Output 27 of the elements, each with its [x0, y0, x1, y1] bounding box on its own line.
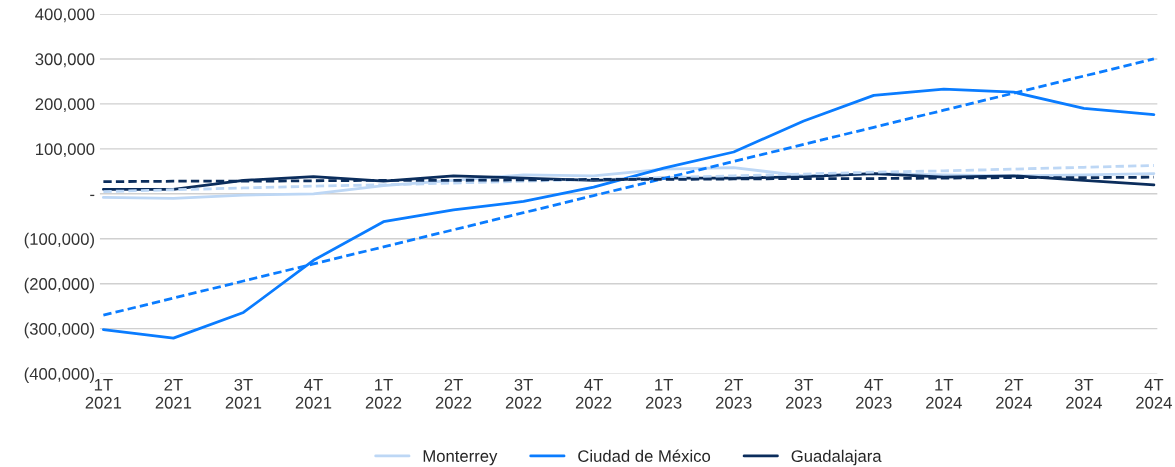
- x-tick-label: 3T 2021: [225, 378, 262, 409]
- legend-label: Guadalajara: [791, 449, 882, 466]
- x-tick-label: 1T 2024: [926, 379, 962, 409]
- y-tick-label: (100,000): [24, 232, 94, 249]
- x-tick-label: 4T 2023: [856, 379, 892, 409]
- x-tick-label: 1T 2022: [365, 379, 402, 409]
- x-tick-label: 2T 2023: [715, 378, 752, 409]
- y-tick-label: 100,000: [36, 143, 95, 158]
- y-tick-label: 300,000: [35, 53, 95, 68]
- y-tick-label: 400,000: [35, 8, 95, 23]
- x-tick-label: 2T 2022: [435, 378, 472, 409]
- line-series: [101, 172, 1156, 191]
- y-tick-label: (300,000): [24, 322, 94, 339]
- x-tick-label: 4T 2024: [1136, 379, 1172, 409]
- y-tick-label: 200,000: [35, 98, 95, 113]
- x-tick-label: 2T 2024: [996, 378, 1032, 409]
- legend-label: Monterrey: [423, 450, 498, 466]
- x-tick-label: 3T 2023: [786, 378, 822, 409]
- x-tick-label: 4T 2021: [295, 379, 332, 409]
- x-tick-label: 3T 2024: [1066, 378, 1102, 409]
- x-tick-label: 3T 2022: [505, 378, 542, 409]
- y-tick-label: -: [90, 194, 95, 197]
- x-tick-label: 2T 2021: [155, 378, 192, 409]
- x-tick-label: 1T 2023: [645, 379, 682, 409]
- y-tick-label: (200,000): [24, 277, 94, 294]
- legend-label: Ciudad de México: [578, 449, 711, 462]
- x-tick-label: 4T 2022: [575, 379, 612, 409]
